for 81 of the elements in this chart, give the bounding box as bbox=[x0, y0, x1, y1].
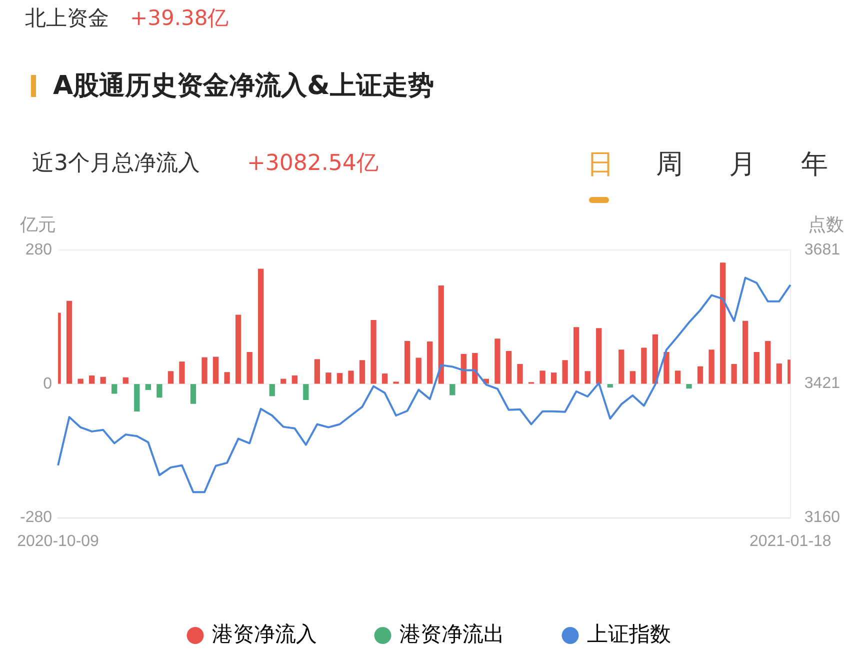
bar bbox=[686, 384, 692, 389]
bar bbox=[246, 352, 252, 384]
bar bbox=[550, 372, 557, 384]
bar bbox=[506, 351, 512, 384]
bar bbox=[78, 378, 84, 384]
y-axis-title: 亿元 bbox=[19, 214, 56, 236]
legend-label: 上证指数 bbox=[586, 622, 671, 646]
bar bbox=[427, 341, 433, 384]
y2-tick-label: 3421 bbox=[804, 375, 840, 392]
bar bbox=[450, 384, 456, 396]
bar bbox=[258, 268, 264, 384]
bar bbox=[292, 375, 298, 384]
legend-label: 港资净流入 bbox=[212, 622, 317, 646]
bar bbox=[336, 373, 343, 384]
bar bbox=[765, 341, 771, 384]
y2-tick-label: 3681 bbox=[804, 241, 840, 258]
text: 日 bbox=[587, 148, 614, 182]
text: +39.38亿 bbox=[130, 5, 229, 32]
bar bbox=[235, 314, 242, 384]
bar bbox=[708, 350, 714, 384]
bar bbox=[168, 371, 174, 384]
chart-title: A股通历史资金净流入&上证走势 bbox=[53, 70, 434, 103]
bar bbox=[731, 364, 737, 384]
bar bbox=[404, 341, 410, 384]
bar bbox=[122, 377, 128, 384]
bar bbox=[754, 352, 760, 384]
bar bbox=[224, 372, 230, 384]
bar bbox=[66, 300, 72, 384]
bar bbox=[573, 327, 580, 384]
bar bbox=[370, 320, 376, 384]
y2-axis-title: 点数 bbox=[808, 214, 844, 236]
bar bbox=[156, 384, 162, 398]
bar bbox=[88, 375, 95, 384]
bar bbox=[134, 384, 140, 412]
bar bbox=[607, 384, 613, 388]
bar bbox=[303, 384, 309, 400]
bar bbox=[145, 384, 151, 390]
bar bbox=[618, 350, 624, 384]
y-tick-label: 0 bbox=[43, 375, 52, 392]
bar bbox=[179, 362, 185, 384]
text: 月 bbox=[729, 148, 756, 182]
bar bbox=[112, 384, 118, 394]
bar bbox=[438, 286, 444, 384]
bar bbox=[674, 370, 681, 384]
bar bbox=[314, 359, 320, 384]
text: 近3个月总净流入 bbox=[32, 150, 200, 178]
bar bbox=[630, 371, 636, 384]
bar bbox=[517, 364, 523, 384]
text: 年 bbox=[801, 148, 828, 182]
x-tick-label: 2021-01-18 bbox=[749, 532, 832, 550]
bar bbox=[460, 354, 466, 384]
bar bbox=[212, 356, 219, 384]
bar bbox=[326, 372, 332, 384]
bar bbox=[652, 334, 658, 384]
legend-label: 港资净流出 bbox=[399, 622, 504, 646]
bar bbox=[641, 348, 647, 384]
bar bbox=[776, 363, 782, 384]
bar bbox=[742, 320, 748, 384]
y-tick-label: -280 bbox=[20, 509, 52, 526]
bar bbox=[720, 262, 726, 384]
bar bbox=[562, 360, 568, 384]
bar bbox=[190, 384, 196, 404]
bar bbox=[382, 374, 388, 384]
bar bbox=[416, 358, 422, 384]
x-tick-label: 2020-10-09 bbox=[17, 532, 100, 550]
bar bbox=[202, 357, 208, 384]
bar bbox=[540, 370, 546, 384]
bar bbox=[664, 352, 670, 384]
bar bbox=[100, 376, 106, 384]
bar bbox=[697, 366, 704, 384]
y-tick-label: 280 bbox=[25, 241, 52, 258]
bar bbox=[596, 328, 602, 384]
bar bbox=[359, 360, 366, 384]
bar bbox=[348, 370, 354, 384]
y2-tick-label: 3160 bbox=[804, 509, 840, 526]
bar bbox=[269, 384, 275, 396]
text: 周 bbox=[656, 148, 683, 182]
text: +3082.54亿 bbox=[247, 150, 378, 178]
bar bbox=[584, 371, 590, 384]
text: 北上资金 bbox=[25, 5, 109, 32]
bar bbox=[494, 338, 500, 384]
